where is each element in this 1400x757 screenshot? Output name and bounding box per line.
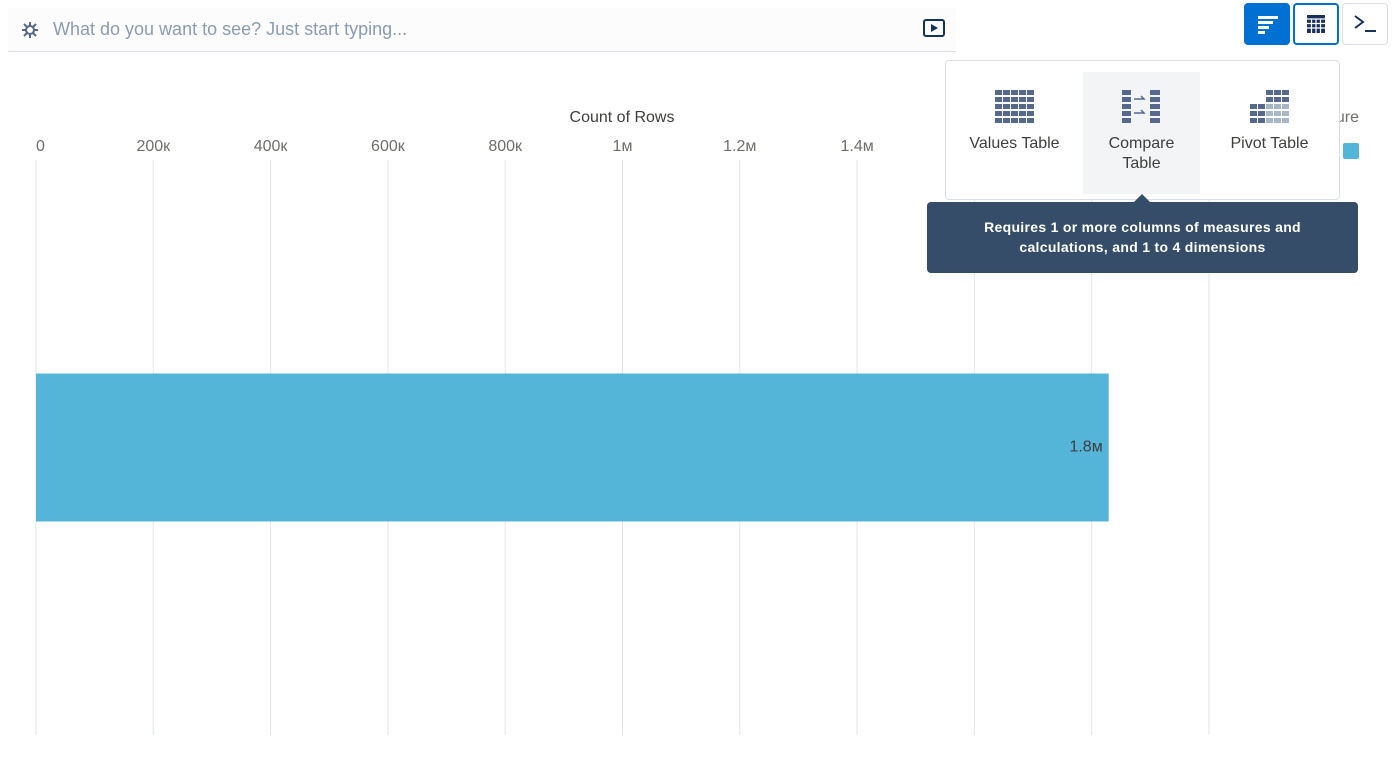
option-icon [1121,90,1160,123]
console-icon [1354,15,1376,32]
table-type-menu: Values Table Compare Table Pivot Table [945,60,1340,200]
table-option[interactable]: Values Table [956,72,1073,194]
x-tick-label: 1.2м [723,138,756,155]
table-mode-button[interactable] [1293,3,1339,45]
option-label: Compare Table [1108,135,1175,172]
x-tick-label: 1м [613,138,633,155]
bar [36,373,1109,522]
x-tick-label: 0 [36,138,45,155]
x-tick-label: 1.4м [840,138,873,155]
query-mode-button[interactable] [1342,3,1388,45]
x-tick-label: 600к [371,138,406,155]
run-button[interactable] [923,19,945,37]
value-label: 1.8м [1069,439,1102,456]
search-bar[interactable]: What do you want to see? Just start typi… [8,8,956,52]
tooltip-arrow [1134,194,1150,202]
x-axis-title: Count of Rows [570,109,675,126]
chart-mode-button[interactable] [1244,3,1290,45]
legend-title: ure [1336,109,1359,126]
option-icon [994,90,1034,123]
x-tick-label: 800к [488,138,523,155]
x-tick-label: 200к [136,138,171,155]
option-label: Values Table [969,135,1060,152]
search-icon [22,22,38,38]
option-label: Pivot Table [1230,135,1309,152]
table-option[interactable]: Pivot Table [1211,72,1328,194]
option-icon [1249,90,1289,123]
x-tick-label: 400к [254,138,289,155]
search-placeholder: What do you want to see? Just start typi… [53,19,408,39]
bars-icon [1258,16,1278,34]
table-icon [1307,15,1325,33]
tooltip: Requires 1 or more columns of measures a… [927,202,1358,273]
legend-swatch [1343,143,1359,159]
table-option[interactable]: Compare Table [1083,72,1200,194]
